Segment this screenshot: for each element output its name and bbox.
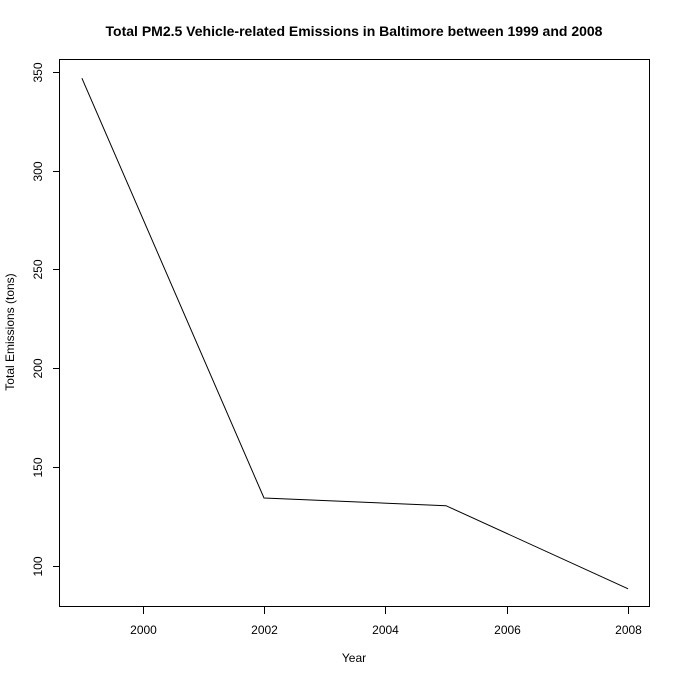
x-axis-label: Year: [342, 651, 366, 665]
x-axis: 2000 2002 2004 2006 2008: [130, 607, 642, 637]
y-tick-label: 250: [31, 259, 45, 279]
x-tick-label: 2004: [372, 623, 399, 637]
plot-frame: [59, 59, 650, 607]
y-tick-label: 200: [31, 358, 45, 378]
x-tick-label: 2006: [494, 623, 521, 637]
series-group: [81, 78, 629, 590]
y-tick-label: 100: [31, 556, 45, 576]
x-tick-label: 2000: [130, 623, 157, 637]
x-tick-label: 2002: [251, 623, 278, 637]
y-axis-label: Total Emissions (tons): [3, 273, 17, 390]
y-axis: 100 150 200 250 300 350: [31, 62, 60, 577]
x-tick-label: 2008: [615, 623, 642, 637]
chart-title: Total PM2.5 Vehicle-related Emissions in…: [106, 23, 603, 39]
series-line-0: [81, 78, 629, 590]
y-tick-label: 150: [31, 457, 45, 477]
y-tick-label: 300: [31, 161, 45, 181]
y-tick-label: 350: [31, 62, 45, 82]
